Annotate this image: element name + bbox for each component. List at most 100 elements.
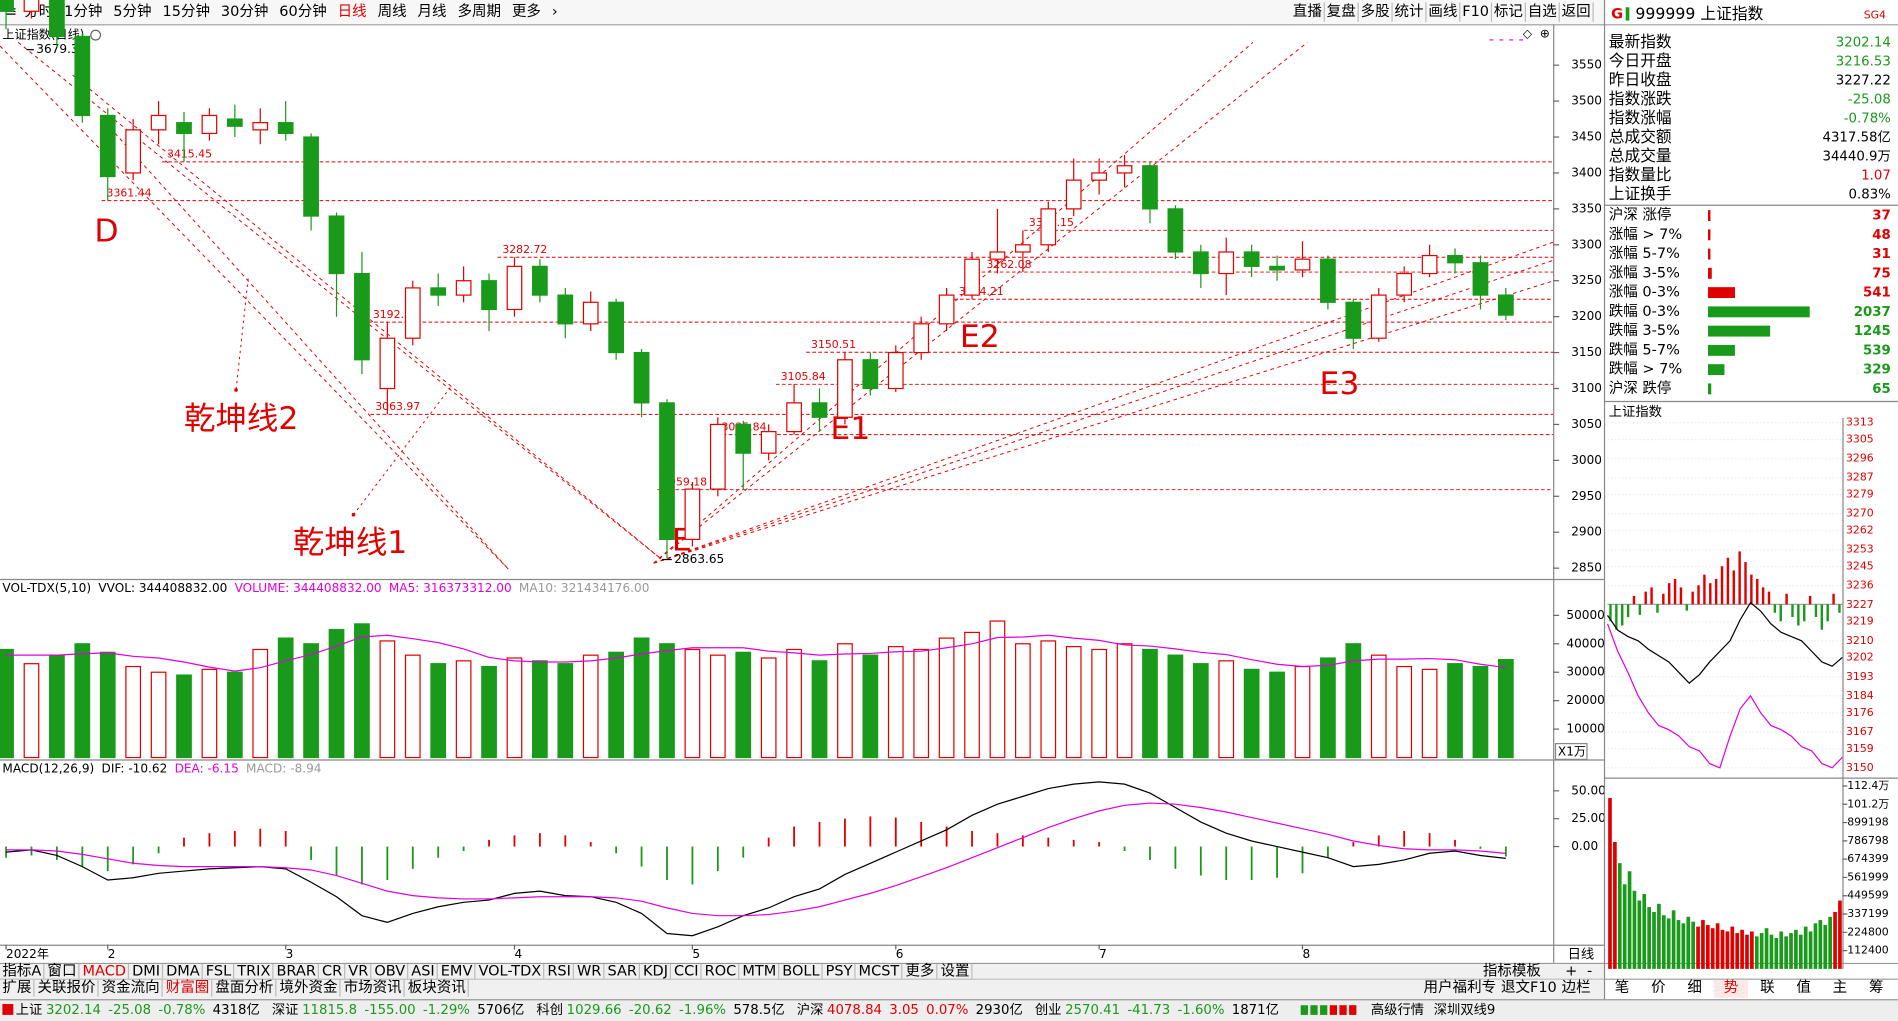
candle-body — [150, 114, 167, 131]
indicator-tab[interactable]: PSY — [826, 963, 853, 979]
plus-button[interactable]: + — [1565, 963, 1577, 979]
period-tab[interactable]: 月线 — [418, 3, 447, 20]
indicator-tab[interactable]: DMA — [166, 963, 200, 979]
intraday-tab[interactable]: 价 — [1651, 980, 1666, 996]
intraday-volume-bar — [1798, 934, 1803, 969]
tool-button[interactable]: F10 — [1462, 4, 1489, 20]
bottom-tab[interactable]: 板块资讯 — [408, 978, 467, 996]
period-tab[interactable]: 周线 — [378, 3, 407, 20]
quote-label: 最新指数 — [1609, 32, 1672, 51]
indicator-tab[interactable]: MCST — [859, 963, 900, 979]
indicator-tab[interactable]: OBV — [374, 963, 405, 979]
indicator-tab[interactable]: TRIX — [236, 963, 270, 979]
indicator-tab[interactable]: 指标A — [2, 962, 41, 979]
intraday-tab[interactable]: 细 — [1687, 979, 1702, 996]
candle-body — [1192, 251, 1209, 275]
intraday-volume-bar — [1813, 923, 1818, 969]
indicator-tab[interactable]: FSL — [206, 963, 232, 979]
y-tick-label: 224800 — [1847, 925, 1889, 938]
period-tab[interactable]: 日线 — [338, 3, 367, 20]
bottom-tab[interactable]: 财富圈 — [166, 978, 210, 996]
y-tick-label: 3176 — [1846, 706, 1874, 719]
intraday-volume-bar — [1720, 929, 1725, 969]
tool-button[interactable]: 返回 — [1562, 3, 1591, 20]
period-tab[interactable]: 15分钟 — [162, 3, 210, 20]
tool-button[interactable]: 复盘 — [1327, 2, 1356, 20]
period-tab[interactable]: 多周期 — [457, 3, 501, 20]
indicator-tab[interactable]: RSI — [547, 963, 571, 979]
intraday-tab[interactable]: 联 — [1760, 979, 1775, 996]
intraday-volume-bar — [1710, 928, 1715, 969]
minus-button[interactable]: - — [1587, 963, 1592, 979]
diamond-icon[interactable]: ◇ — [1523, 26, 1533, 40]
indicator-tab[interactable]: DMI — [132, 963, 160, 979]
chevron[interactable]: › — [552, 4, 558, 20]
pointer-head — [234, 388, 238, 392]
tool-button[interactable]: 自选 — [1528, 3, 1558, 20]
period-tab[interactable]: 1分钟 — [64, 3, 102, 20]
bottom-link[interactable]: 边栏 — [1562, 979, 1591, 996]
indicator-tab[interactable]: ROC — [705, 963, 737, 979]
intraday-tab[interactable]: 筹 — [1869, 979, 1884, 996]
volume-bar — [1142, 648, 1158, 759]
indicator-tab[interactable]: MTM — [742, 963, 776, 979]
y-tick-label: 3305 — [1846, 433, 1874, 446]
intraday-volume-bar — [1642, 894, 1647, 969]
indicator-tab[interactable]: BRAR — [276, 963, 315, 979]
indicator-tab[interactable]: CCI — [674, 963, 699, 979]
indicator-tab[interactable]: VOL-TDX — [478, 963, 541, 979]
indicator-tab[interactable]: 更多 — [905, 962, 934, 979]
indicator-tab[interactable]: VR — [348, 963, 368, 979]
bottom-tab[interactable]: 市场资讯 — [344, 979, 403, 996]
bottom-tab[interactable]: 扩展 — [2, 979, 31, 996]
period-tab[interactable]: 更多 — [512, 3, 541, 20]
plus-icon[interactable]: ⊕ — [1540, 26, 1550, 40]
indicator-tab[interactable]: ASI — [411, 963, 434, 979]
indicator-tab[interactable]: WR — [577, 963, 601, 979]
tool-button[interactable]: 直播 — [1293, 3, 1323, 20]
candle-body — [49, 0, 65, 38]
intraday-tab[interactable]: 笔 — [1615, 979, 1630, 996]
bottom-tab[interactable]: 境外资金 — [279, 978, 338, 996]
period-tab[interactable]: 30分钟 — [221, 3, 269, 20]
quote-value: 3202.14 — [1836, 35, 1891, 50]
candle-body — [837, 359, 853, 418]
period-tab[interactable]: 5分钟 — [113, 3, 151, 20]
tool-button[interactable]: 标记 — [1494, 3, 1523, 20]
indicator-tab[interactable]: BOLL — [782, 963, 820, 979]
bottom-tab[interactable]: 关联报价 — [38, 979, 97, 996]
intraday-volume-bar — [1637, 900, 1642, 969]
indicator-tab[interactable]: EMV — [441, 963, 473, 979]
title-icon[interactable] — [90, 29, 102, 41]
bottom-tab[interactable]: 盘面分析 — [215, 978, 273, 996]
bottom-link[interactable]: 退文F10 — [1501, 979, 1557, 996]
intraday-volume-bar — [1808, 931, 1813, 969]
bottom-tab[interactable]: 资金流向 — [102, 979, 160, 996]
intraday-volume-bar — [1818, 920, 1823, 969]
indicator-tab[interactable]: SAR — [607, 963, 636, 979]
y-tick-label: 30000 — [1566, 665, 1604, 679]
indicator-tab[interactable]: 窗口 — [47, 961, 76, 979]
intraday-tab[interactable]: 势 — [1724, 979, 1739, 996]
intraday-tab[interactable]: 值 — [1796, 979, 1811, 996]
quote-label: 总成交量 — [1609, 146, 1672, 165]
candle-body — [125, 129, 142, 174]
bottom-link[interactable]: 用户福利专 — [1424, 979, 1497, 996]
tool-button[interactable]: 多股 — [1361, 3, 1390, 20]
indicator-tab[interactable]: 设置 — [940, 962, 969, 979]
intraday-tab[interactable]: 主 — [1833, 979, 1848, 996]
quote-value: 1.07 — [1861, 168, 1891, 183]
candle-body — [404, 287, 421, 339]
y-tick-label: 2950 — [1571, 489, 1602, 503]
quote-value: 4317.58亿 — [1823, 129, 1891, 145]
period-tab[interactable]: 60分钟 — [279, 3, 327, 20]
template-button[interactable]: 指标模板 — [1483, 961, 1542, 979]
tool-button[interactable]: 画线 — [1428, 3, 1457, 20]
period-label[interactable]: 日线 — [1568, 946, 1595, 962]
indicator-tab[interactable]: CR — [322, 963, 342, 979]
indicator-tab[interactable]: KDJ — [643, 963, 668, 979]
indicator-tab[interactable]: MACD — [83, 963, 127, 979]
volume-bar — [735, 651, 752, 759]
tool-button[interactable]: 统计 — [1394, 3, 1423, 20]
status-led — [1349, 1005, 1357, 1015]
